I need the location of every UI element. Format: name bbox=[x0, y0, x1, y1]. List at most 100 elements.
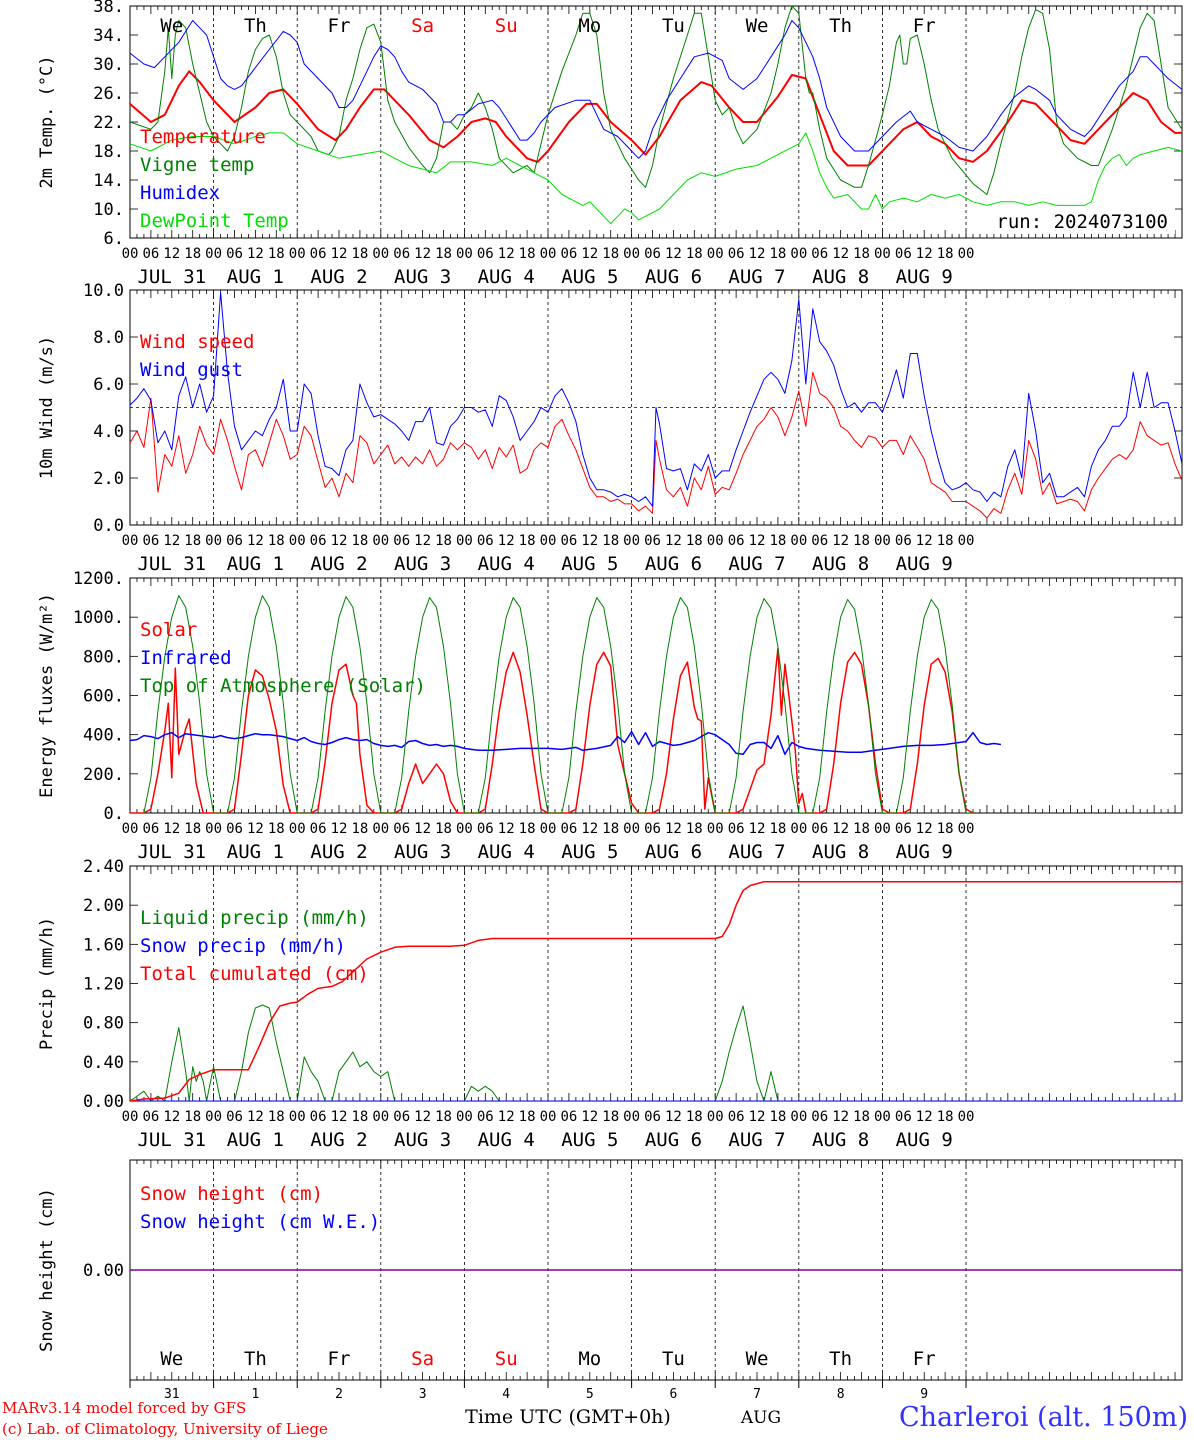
date-label: AUG 6 bbox=[645, 553, 702, 575]
hour-label: 18 bbox=[937, 1109, 954, 1125]
legend-entry: Snow precip (mm/h) bbox=[140, 935, 346, 957]
hour-label: 00 bbox=[122, 246, 139, 262]
hour-label: 18 bbox=[351, 1109, 368, 1125]
hour-label: 18 bbox=[769, 533, 786, 549]
hour-label: 06 bbox=[226, 1109, 243, 1125]
series-line-infrared bbox=[130, 730, 1002, 756]
hour-label: 06 bbox=[142, 821, 159, 837]
hour-label: 12 bbox=[581, 821, 598, 837]
day-name: Su bbox=[495, 15, 518, 37]
hour-label: 06 bbox=[310, 246, 327, 262]
date-label: AUG 4 bbox=[478, 841, 535, 863]
legend-entry: Snow height (cm) bbox=[140, 1183, 323, 1205]
hour-label: 06 bbox=[310, 1109, 327, 1125]
day-name: Fr bbox=[913, 15, 936, 37]
hour-label: 00 bbox=[707, 1109, 724, 1125]
y-tick-label: 800. bbox=[83, 647, 124, 667]
x-axis-title: Time UTC (GMT+0h) bbox=[465, 1406, 671, 1428]
date-label: AUG 6 bbox=[645, 266, 702, 288]
hour-label: 18 bbox=[769, 821, 786, 837]
date-label: AUG 3 bbox=[394, 1129, 451, 1151]
hour-label: 06 bbox=[644, 821, 661, 837]
date-label: AUG 5 bbox=[561, 266, 618, 288]
hour-label: 00 bbox=[874, 246, 891, 262]
date-label: JUL 31 bbox=[137, 266, 206, 288]
hour-label: 06 bbox=[811, 533, 828, 549]
hour-label: 18 bbox=[602, 1109, 619, 1125]
hour-label: 00 bbox=[874, 821, 891, 837]
hour-label: 00 bbox=[958, 1109, 975, 1125]
date-label: JUL 31 bbox=[137, 1129, 206, 1151]
hour-label: 00 bbox=[372, 1109, 389, 1125]
hour-label: 18 bbox=[602, 533, 619, 549]
hour-label: 12 bbox=[832, 1109, 849, 1125]
hour-label: 12 bbox=[331, 533, 348, 549]
hour-label: 00 bbox=[958, 533, 975, 549]
hour-label: 12 bbox=[749, 246, 766, 262]
hour-label: 00 bbox=[456, 1109, 473, 1125]
date-label: AUG 3 bbox=[394, 553, 451, 575]
date-label: JUL 31 bbox=[137, 553, 206, 575]
hour-label: 06 bbox=[644, 1109, 661, 1125]
hour-label: 18 bbox=[351, 246, 368, 262]
hour-label: 12 bbox=[163, 1109, 180, 1125]
series-line-top-of-atmosphere-solar bbox=[143, 595, 977, 813]
date-label: AUG 8 bbox=[812, 841, 869, 863]
hour-label: 00 bbox=[790, 1109, 807, 1125]
y-tick-label: 0.00 bbox=[83, 1261, 124, 1281]
day-name: Mo bbox=[578, 15, 601, 37]
panel-5: 0.00 Snow height (cm) Snow height (cm) Snow… bbox=[37, 1159, 1183, 1381]
hour-label: 12 bbox=[414, 1109, 431, 1125]
hour-label: 12 bbox=[749, 1109, 766, 1125]
hour-label: 18 bbox=[937, 821, 954, 837]
hour-label: 12 bbox=[832, 533, 849, 549]
hour-label: 06 bbox=[811, 821, 828, 837]
hour-label: 12 bbox=[163, 533, 180, 549]
y-tick-label: 22. bbox=[93, 113, 124, 133]
y-tick-label: 0.00 bbox=[83, 1092, 124, 1112]
hour-label: 12 bbox=[247, 246, 264, 262]
day-number: 8 bbox=[837, 1387, 845, 1402]
series-line-vigne-temp bbox=[130, 6, 1182, 195]
y-tick-label: 400. bbox=[83, 726, 124, 746]
hour-label: 06 bbox=[895, 533, 912, 549]
hour-label: 00 bbox=[874, 1109, 891, 1125]
date-label: AUG 8 bbox=[812, 553, 869, 575]
day-number: 1 bbox=[251, 1387, 259, 1402]
y-tick-label: 0.0 bbox=[93, 516, 124, 536]
series-line-temperature bbox=[130, 70, 1182, 167]
copyright: (c) Lab. of Climatology, University of L… bbox=[2, 1420, 328, 1438]
hour-label: 00 bbox=[790, 533, 807, 549]
hour-label: 00 bbox=[623, 821, 640, 837]
hour-label: 06 bbox=[728, 1109, 745, 1125]
hour-label: 12 bbox=[665, 533, 682, 549]
hour-label: 18 bbox=[853, 1109, 870, 1125]
hour-label: 12 bbox=[581, 1109, 598, 1125]
date-label: AUG 6 bbox=[645, 841, 702, 863]
hour-label: 18 bbox=[853, 821, 870, 837]
legend-entry: Humidex bbox=[140, 182, 220, 204]
hour-label: 00 bbox=[205, 533, 222, 549]
hour-label: 18 bbox=[937, 246, 954, 262]
day-number: 3 bbox=[419, 1387, 427, 1402]
hour-label: 18 bbox=[268, 533, 285, 549]
hour-label: 12 bbox=[498, 246, 515, 262]
hour-label: 00 bbox=[456, 246, 473, 262]
day-name: Tu bbox=[662, 1348, 685, 1370]
hour-label: 12 bbox=[749, 533, 766, 549]
hour-label: 18 bbox=[519, 1109, 536, 1125]
series-line-liquid-precip-mm-h bbox=[130, 1004, 1182, 1101]
hour-label: 18 bbox=[351, 533, 368, 549]
date-label: AUG 4 bbox=[478, 1129, 535, 1151]
y-tick-label: 0.80 bbox=[83, 1014, 124, 1034]
day-name: Mo bbox=[578, 1348, 601, 1370]
hour-label: 06 bbox=[142, 246, 159, 262]
date-label: AUG 7 bbox=[728, 266, 785, 288]
legend-entry: Total cumulated (cm) bbox=[140, 963, 369, 985]
hour-label: 12 bbox=[916, 533, 933, 549]
hour-label: 06 bbox=[477, 533, 494, 549]
series-line-humidex bbox=[130, 20, 1182, 159]
y-tick-label: 2.00 bbox=[83, 896, 124, 916]
legend-entry: Snow height (cm W.E.) bbox=[140, 1211, 380, 1233]
x-ticks bbox=[129, 1160, 1183, 1380]
